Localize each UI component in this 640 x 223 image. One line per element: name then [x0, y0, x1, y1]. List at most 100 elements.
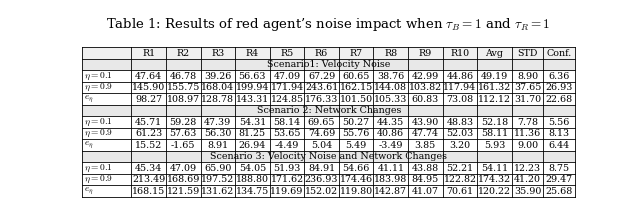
Text: 119.80: 119.80 — [340, 186, 372, 196]
Text: 31.70: 31.70 — [514, 95, 541, 103]
Text: 155.75: 155.75 — [166, 83, 200, 92]
Bar — [83, 139, 575, 151]
Text: 183.98: 183.98 — [374, 175, 408, 184]
Text: 168.69: 168.69 — [166, 175, 200, 184]
Bar — [83, 185, 575, 197]
Text: STD: STD — [517, 49, 538, 58]
Text: 8.13: 8.13 — [548, 129, 570, 138]
Text: 168.04: 168.04 — [201, 83, 234, 92]
Text: 12.23: 12.23 — [514, 163, 541, 173]
Bar — [83, 162, 575, 174]
Text: 37.65: 37.65 — [514, 83, 541, 92]
Text: 43.88: 43.88 — [412, 163, 439, 173]
Text: 54.31: 54.31 — [239, 118, 266, 127]
Text: 101.50: 101.50 — [340, 95, 372, 103]
Text: 98.27: 98.27 — [135, 95, 162, 103]
Text: 134.75: 134.75 — [236, 186, 269, 196]
Bar — [83, 174, 575, 185]
Text: 45.34: 45.34 — [135, 163, 163, 173]
Text: 122.82: 122.82 — [444, 175, 476, 184]
Text: 143.31: 143.31 — [236, 95, 269, 103]
Text: 81.25: 81.25 — [239, 129, 266, 138]
Text: 108.97: 108.97 — [166, 95, 200, 103]
Text: Table 1: Results of red agent’s noise impact when $\tau_B = 1$ and $\tau_R = 1$: Table 1: Results of red agent’s noise im… — [106, 16, 550, 33]
Text: Avg: Avg — [486, 49, 504, 58]
Text: 168.15: 168.15 — [132, 186, 165, 196]
Text: 47.09: 47.09 — [170, 163, 197, 173]
Text: R1: R1 — [142, 49, 156, 58]
Text: 174.46: 174.46 — [340, 175, 372, 184]
Bar — [83, 82, 575, 93]
Text: $\eta = 0.1$: $\eta = 0.1$ — [84, 116, 113, 128]
Text: 40.86: 40.86 — [377, 129, 404, 138]
Text: 3.85: 3.85 — [415, 140, 436, 150]
Text: $\eta = 0.1$: $\eta = 0.1$ — [84, 162, 113, 174]
Text: 84.91: 84.91 — [308, 163, 335, 173]
Text: 15.52: 15.52 — [135, 140, 163, 150]
Text: 42.99: 42.99 — [412, 72, 439, 81]
Bar — [83, 93, 575, 105]
Text: 47.39: 47.39 — [204, 118, 232, 127]
Text: 236.93: 236.93 — [305, 175, 339, 184]
Text: 5.49: 5.49 — [346, 140, 367, 150]
Text: 38.76: 38.76 — [377, 72, 404, 81]
Text: 58.14: 58.14 — [273, 118, 301, 127]
Text: 54.05: 54.05 — [239, 163, 266, 173]
Text: 8.75: 8.75 — [548, 163, 570, 173]
Bar — [83, 151, 575, 162]
Text: 3.20: 3.20 — [449, 140, 470, 150]
Text: Conf.: Conf. — [547, 49, 572, 58]
Bar — [83, 47, 575, 59]
Text: $\eta = 0.1$: $\eta = 0.1$ — [84, 70, 113, 82]
Text: 67.29: 67.29 — [308, 72, 335, 81]
Text: 60.65: 60.65 — [342, 72, 370, 81]
Text: 197.52: 197.52 — [201, 175, 234, 184]
Text: 199.94: 199.94 — [236, 83, 269, 92]
Text: -3.49: -3.49 — [378, 140, 403, 150]
Text: 124.85: 124.85 — [271, 95, 303, 103]
Text: 112.12: 112.12 — [478, 95, 511, 103]
Bar — [83, 116, 575, 128]
Text: R10: R10 — [451, 49, 470, 58]
Text: $\eta = 0.9$: $\eta = 0.9$ — [84, 82, 113, 93]
Text: $\eta = 0.9$: $\eta = 0.9$ — [84, 174, 113, 185]
Text: 152.02: 152.02 — [305, 186, 338, 196]
Text: 6.36: 6.36 — [548, 72, 570, 81]
Text: 39.26: 39.26 — [204, 72, 232, 81]
Text: 7.78: 7.78 — [517, 118, 538, 127]
Text: 45.71: 45.71 — [135, 118, 162, 127]
Text: 8.91: 8.91 — [207, 140, 228, 150]
Text: 65.90: 65.90 — [204, 163, 232, 173]
Text: 52.03: 52.03 — [446, 129, 474, 138]
Text: 57.63: 57.63 — [170, 129, 197, 138]
Text: 161.32: 161.32 — [478, 83, 511, 92]
Text: 41.11: 41.11 — [377, 163, 404, 173]
Text: 162.15: 162.15 — [340, 83, 372, 92]
Text: 26.94: 26.94 — [239, 140, 266, 150]
Text: 213.49: 213.49 — [132, 175, 165, 184]
Text: R6: R6 — [315, 49, 328, 58]
Text: 11.36: 11.36 — [514, 129, 541, 138]
Text: Scenario 2: Network Changes: Scenario 2: Network Changes — [257, 106, 401, 115]
Text: 5.93: 5.93 — [484, 140, 505, 150]
Text: 60.83: 60.83 — [412, 95, 439, 103]
Text: 73.08: 73.08 — [446, 95, 474, 103]
Text: 128.78: 128.78 — [202, 95, 234, 103]
Text: R3: R3 — [211, 49, 225, 58]
Text: R7: R7 — [349, 49, 363, 58]
Text: 145.90: 145.90 — [132, 83, 165, 92]
Bar — [83, 128, 575, 139]
Text: -1.65: -1.65 — [171, 140, 195, 150]
Text: 25.68: 25.68 — [545, 186, 573, 196]
Text: 47.09: 47.09 — [273, 72, 301, 81]
Text: 54.11: 54.11 — [481, 163, 508, 173]
Text: 8.90: 8.90 — [517, 72, 538, 81]
Text: 69.65: 69.65 — [308, 118, 335, 127]
Text: 44.86: 44.86 — [446, 72, 474, 81]
Text: 70.61: 70.61 — [446, 186, 474, 196]
Text: R2: R2 — [177, 49, 190, 58]
Text: 59.28: 59.28 — [170, 118, 197, 127]
Text: 49.19: 49.19 — [481, 72, 508, 81]
Text: 119.69: 119.69 — [270, 186, 304, 196]
Text: 58.11: 58.11 — [481, 129, 508, 138]
